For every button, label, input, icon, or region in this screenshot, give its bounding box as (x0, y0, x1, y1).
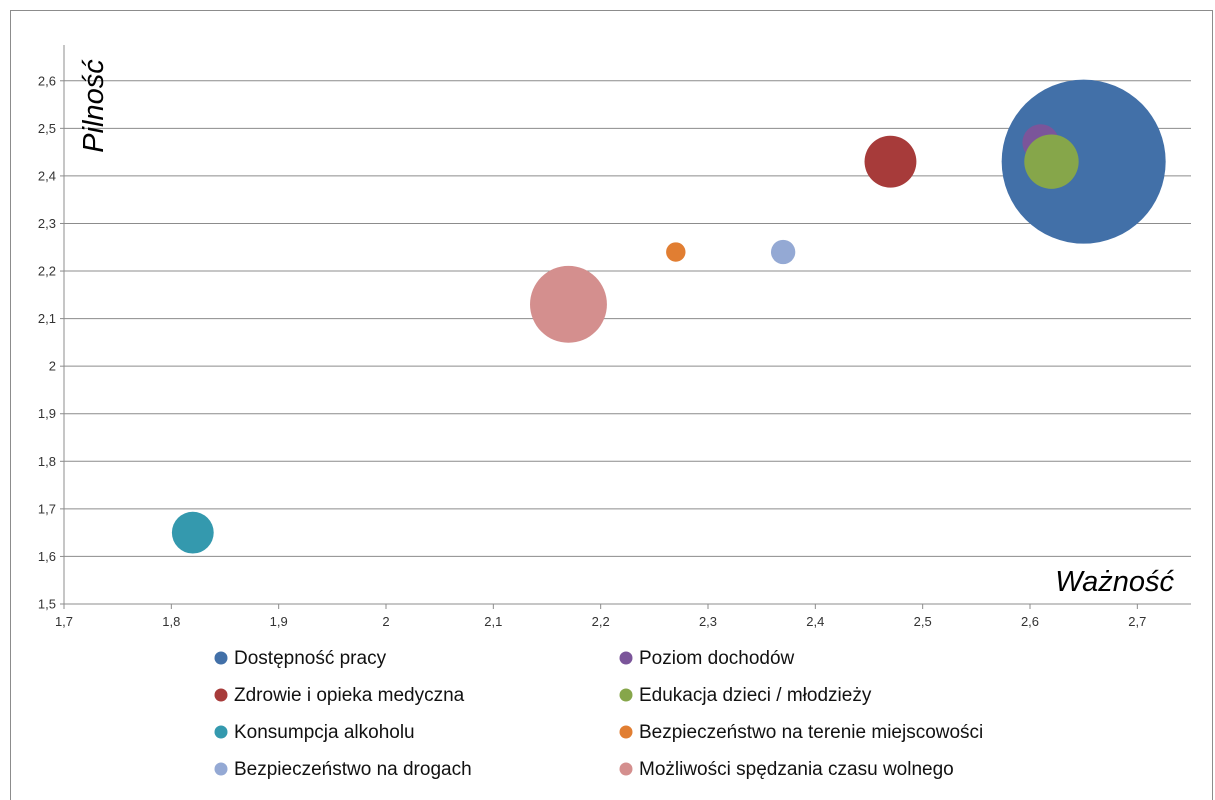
y-tick-label: 1,7 (38, 501, 56, 516)
bubble (171, 511, 214, 554)
bubbles (171, 79, 1166, 554)
x-tick-label: 1,8 (162, 614, 180, 629)
y-tick-label: 1,6 (38, 549, 56, 564)
x-tick-label: 2,4 (806, 614, 824, 629)
legend-label: Bezpieczeństwo na terenie miejscowości (639, 722, 983, 743)
y-tick-label: 1,8 (38, 454, 56, 469)
legend: Dostępność pracy Poziom dochodów Zdrowie i… (214, 648, 983, 780)
x-tick-label: 2,3 (699, 614, 717, 629)
legend-label: Bezpieczeństwo na drogach (234, 759, 472, 780)
y-tick-label: 2,1 (38, 311, 56, 326)
legend-label: Możliwości spędzania czasu wolnego (639, 759, 954, 780)
legend-marker (214, 651, 228, 665)
legend-label: Zdrowie i opieka medyczna (234, 685, 465, 706)
legend-marker (214, 688, 228, 702)
legend-label: Dostępność pracy (234, 648, 387, 669)
legend-marker (214, 725, 228, 739)
x-tick-label: 1,7 (55, 614, 73, 629)
gridlines (64, 80, 1191, 557)
bubble (666, 242, 686, 262)
y-tick-label: 2,5 (38, 121, 56, 136)
bubble-chart: 1,5 1,6 1,7 1,8 1,9 2 2,1 2,2 2,3 2,4 2,5 2,6 1,7 1,8… (38, 45, 1191, 780)
x-tick-label: 1,9 (270, 614, 288, 629)
y-tick-label: 2 (49, 359, 56, 374)
axes: 1,5 1,6 1,7 1,8 1,9 2 2,1 2,2 2,3 2,4 2,5 2,6 1,7 1,8… (38, 45, 1191, 629)
legend-label: Poziom dochodów (639, 648, 795, 669)
legend-marker (619, 651, 633, 665)
y-tick-label: 1,9 (38, 406, 56, 421)
x-tick-label: 2,1 (484, 614, 502, 629)
legend-label: Edukacja dzieci / młodzieży (639, 685, 872, 706)
y-tick-label: 2,2 (38, 264, 56, 279)
bubble (530, 265, 607, 343)
bubble (1001, 79, 1166, 244)
legend-marker (214, 762, 228, 776)
x-axis-title: Ważność (1055, 566, 1174, 598)
y-tick-label: 2,3 (38, 216, 56, 231)
legend-label: Konsumpcja alkoholu (234, 722, 415, 743)
bubble (770, 239, 796, 265)
chart-area: 1,5 1,6 1,7 1,8 1,9 2 2,1 2,2 2,3 2,4 2,5 2,6 1,7 1,8… (10, 10, 1213, 800)
legend-marker (619, 688, 633, 702)
x-tick-label: 2,6 (1021, 614, 1039, 629)
y-axis-title: Pilność (78, 59, 110, 153)
y-tick-label: 2,4 (38, 168, 56, 183)
x-tick-label: 2,5 (914, 614, 932, 629)
legend-marker (619, 725, 633, 739)
y-tick-label: 1,5 (38, 597, 56, 612)
x-tick-label: 2,7 (1128, 614, 1146, 629)
legend-marker (619, 762, 633, 776)
bubble (864, 135, 917, 188)
y-tick-label: 2,6 (38, 73, 56, 88)
x-tick-label: 2,2 (592, 614, 610, 629)
bubble (1024, 134, 1079, 189)
x-tick-label: 2 (382, 614, 389, 629)
